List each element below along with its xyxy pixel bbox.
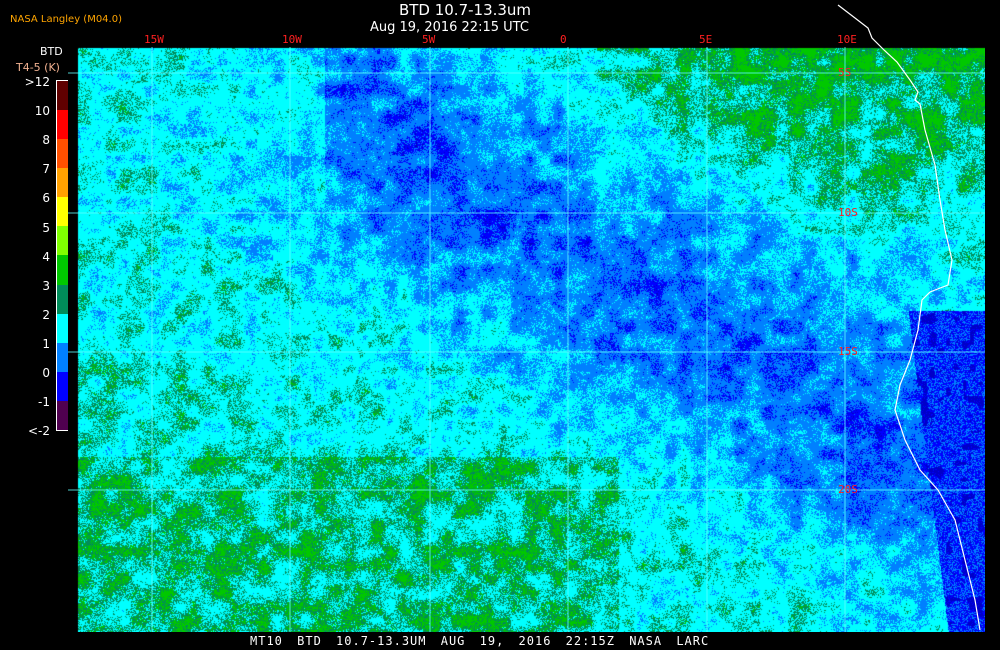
colorbar-label: 1 [42,336,50,351]
colorbar-label: 7 [42,162,50,177]
colorbar-label: 10 [34,104,50,119]
longitude-label: 0 [560,33,567,46]
longitude-label: 10W [282,33,302,46]
colorbar-unit: T4-5 (K) [16,61,60,74]
colorbar-label: 6 [42,191,50,206]
colorbar-label: -1 [38,395,50,410]
colorbar-title: BTD [40,45,63,58]
product-title: BTD 10.7-13.3um [398,1,532,19]
colorbar-label: >12 [24,75,50,89]
colorbar-label: 4 [42,249,50,264]
longitude-label: 5W [422,33,436,46]
latitude-label: 20S [838,483,858,496]
colorbar-label: 5 [42,220,50,235]
colorbar-label: <-2 [27,424,50,439]
latitude-label: 10S [838,206,858,219]
latitude-label: 5S [838,66,852,79]
latitude-label: 15S [838,345,858,358]
longitude-label: 5E [699,33,713,46]
satellite-image [68,47,985,632]
organization-label: NASA Langley (M04.0) [10,14,122,25]
colorbar-label: 8 [42,133,50,148]
timestamp: Aug 19, 2016 22:15 UTC [370,20,529,35]
colorbar-label: 2 [42,307,50,322]
coastline [837,4,981,631]
colorbar-label: 0 [42,366,50,380]
longitude-label: 15W [144,33,164,46]
footer-caption: MT10 BTD 10.7-13.3UM AUG 19, 2016 22:15Z… [250,634,710,648]
colorbar-label: 3 [42,278,50,293]
longitude-label: 10E [837,33,857,46]
